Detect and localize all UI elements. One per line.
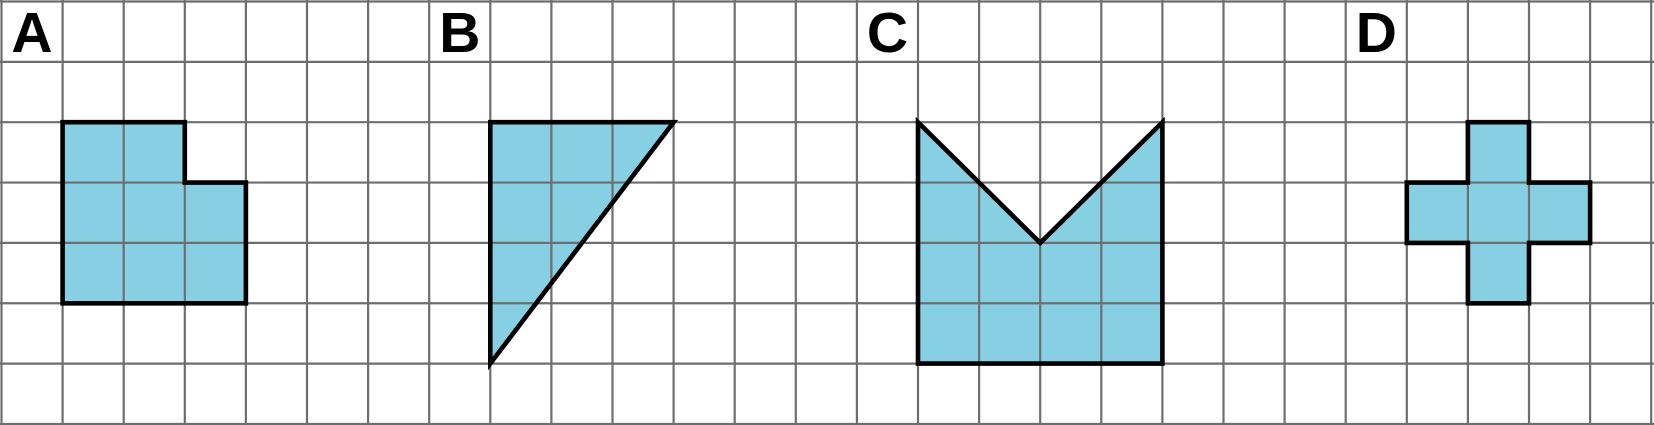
shape-d-fill — [1406, 122, 1591, 304]
shape-c-outline — [915, 116, 1165, 366]
shape-c-label: C — [867, 1, 908, 65]
shape-a-label: A — [11, 1, 52, 65]
shape-d-outline — [1404, 119, 1593, 306]
shape-b-label: B — [439, 1, 480, 65]
shape-labels: A B C D — [11, 1, 1396, 65]
shape-outlines — [60, 116, 1593, 371]
shape-d-label: D — [1356, 1, 1397, 65]
shape-a-fill — [62, 122, 246, 304]
shape-b-outline — [487, 119, 679, 371]
shape-a-outline — [60, 119, 249, 306]
